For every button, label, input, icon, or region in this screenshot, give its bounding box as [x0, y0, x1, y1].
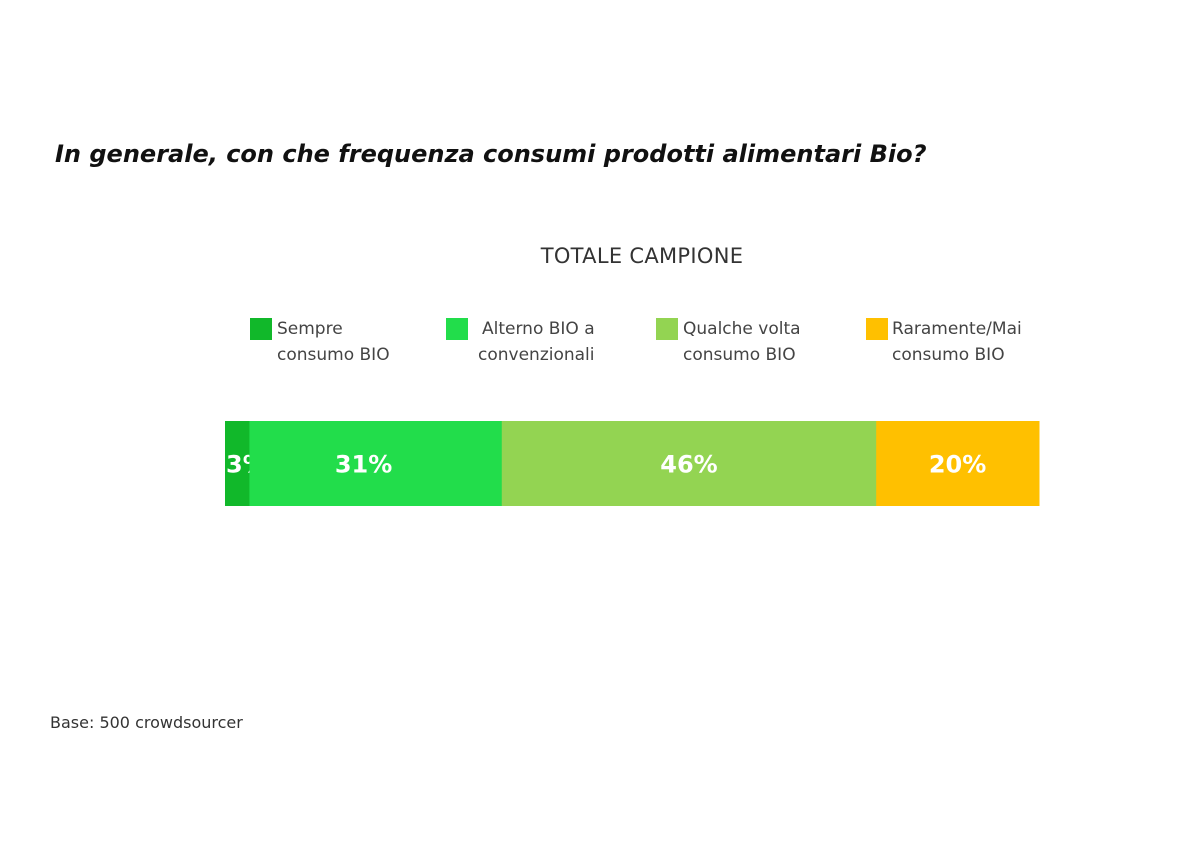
chart-title: TOTALE CAMPIONE — [540, 244, 744, 268]
legend-label-qualche-line2: consumo BIO — [683, 345, 796, 365]
legend-label-sempre-line2: consumo BIO — [277, 345, 390, 365]
bar-segments: 3% 31% 46% 20% — [225, 421, 1040, 506]
question-title: In generale, con che frequenza consumi p… — [55, 140, 927, 168]
legend-label-sempre-line1: Sempre — [277, 319, 343, 339]
bar-segment-qualche — [501, 421, 877, 506]
legend: Sempre consumo BIO Alterno BIO a convenz… — [0, 316, 1200, 376]
legend-label-alterno-line2: convenzionali — [478, 345, 595, 365]
legend-swatch-sempre — [250, 318, 272, 340]
bar-label-qualche: 46% — [660, 451, 717, 479]
bar-label-raramente: 20% — [929, 451, 986, 479]
legend-label-alterno-line1: Alterno BIO a — [482, 319, 595, 339]
legend-label-raramente-line2: consumo BIO — [892, 345, 1005, 365]
bar-label-alterno: 31% — [335, 451, 392, 479]
legend-label-qualche-line1: Qualche volta — [683, 319, 801, 339]
bar-segment-raramente — [876, 421, 1040, 506]
legend-swatch-qualche — [656, 318, 678, 340]
base-footnote: Base: 500 crowdsourcer — [50, 713, 243, 732]
legend-label-raramente-line1: Raramente/Mai — [892, 319, 1022, 339]
legend-swatch-alterno — [446, 318, 468, 340]
legend-swatch-raramente — [866, 318, 888, 340]
bar-segment-sempre — [225, 421, 250, 506]
bar-segment-alterno — [249, 421, 503, 506]
